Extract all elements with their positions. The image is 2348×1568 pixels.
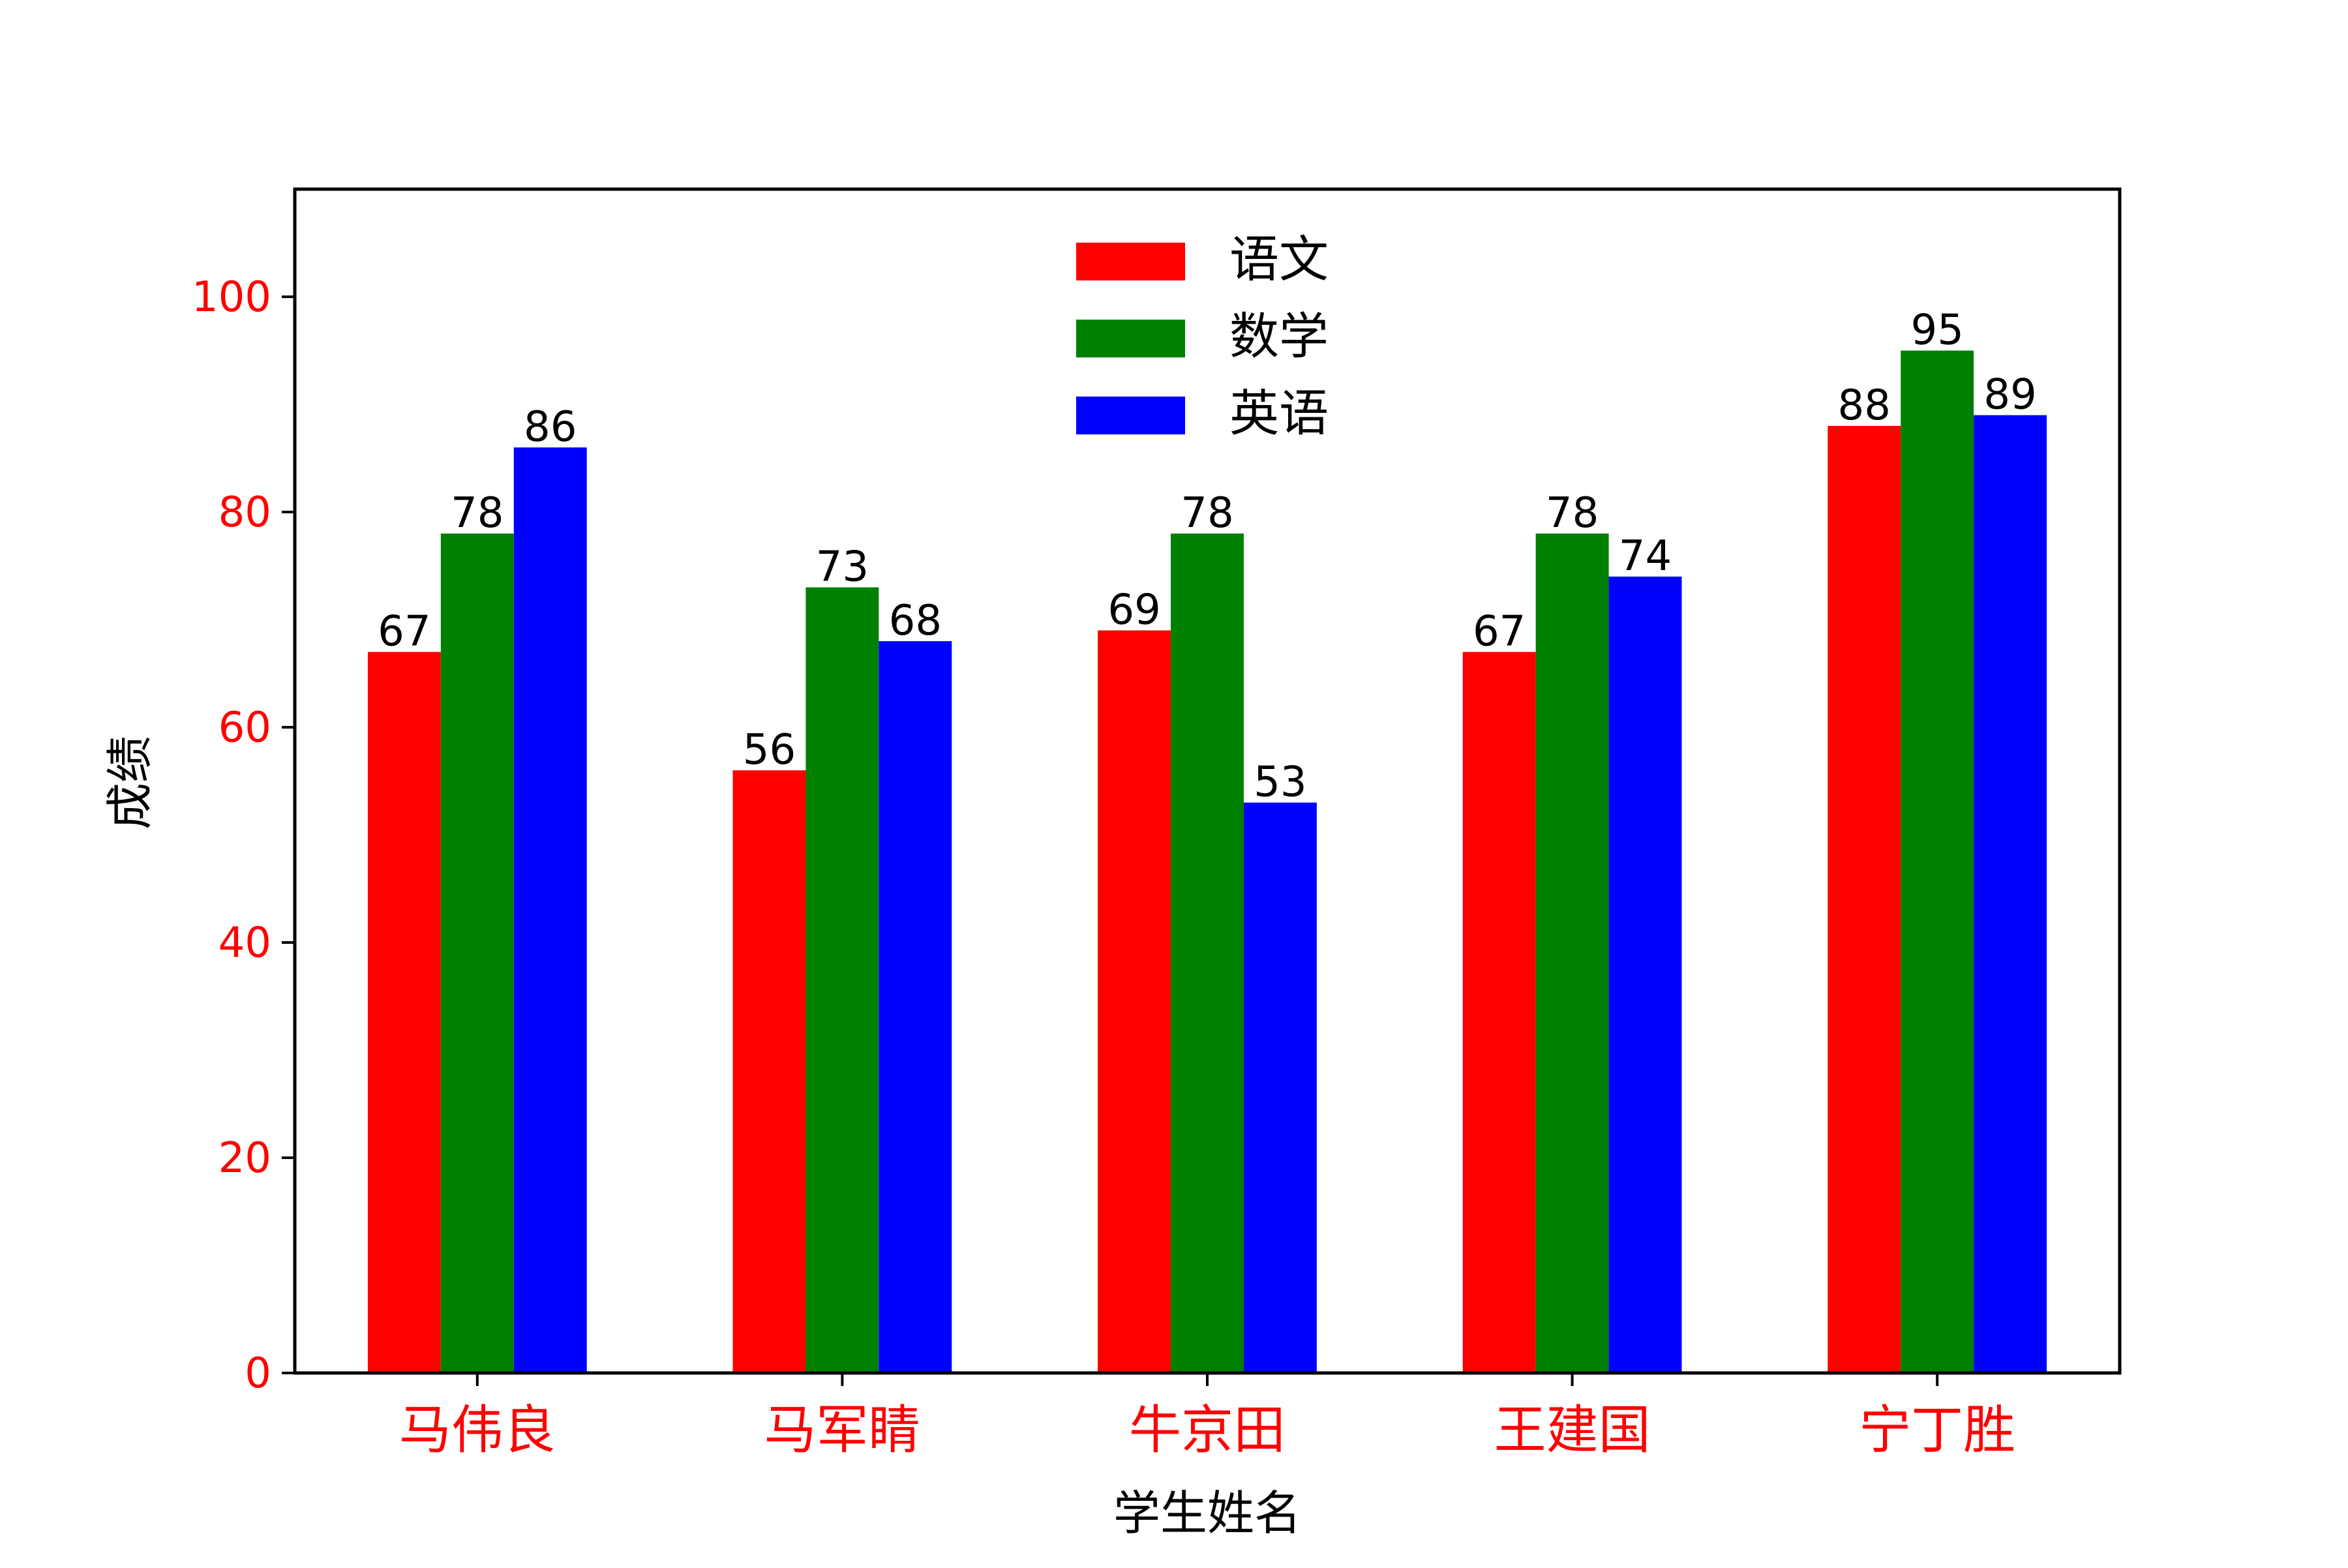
bar-5-2: [1901, 350, 1974, 1373]
data-label: 67: [1473, 608, 1526, 656]
legend-label: 数学: [1229, 307, 1329, 365]
y-tick-label: 60: [218, 704, 271, 752]
x-tick-label: 马伟良: [399, 1400, 556, 1460]
y-tick-label: 0: [245, 1349, 271, 1398]
data-label: 89: [1983, 371, 2036, 419]
y-tick-label: 100: [192, 273, 271, 322]
data-label: 53: [1254, 759, 1306, 807]
data-labels-layer: 67 78 86 56 73 68 69 78 53 67 78 74 88 95 89: [378, 307, 2037, 807]
legend-swatch: [1076, 397, 1185, 434]
data-label: 67: [378, 608, 430, 656]
data-label: 74: [1619, 532, 1672, 580]
data-label: 78: [451, 489, 504, 537]
bar-1-3: [513, 447, 587, 1373]
bar-5-3: [1974, 415, 2047, 1373]
bar-1-2: [440, 534, 514, 1373]
x-tick-label: 宁丁胜: [1859, 1400, 2015, 1460]
axes-layer: 0 20 40 60 80 100 马伟良 马军睛 牛京田 王建国 宁丁胜: [192, 187, 2122, 1460]
x-axis-title: 学生姓名: [1113, 1486, 1301, 1541]
data-label: 88: [1838, 382, 1891, 430]
bar-3-3: [1243, 802, 1317, 1373]
bar-2-1: [732, 770, 806, 1373]
data-label: 78: [1546, 489, 1599, 537]
bars-layer: [367, 350, 2047, 1373]
data-label: 73: [816, 543, 869, 592]
bar-3-2: [1171, 534, 1244, 1373]
x-tick-label: 王建国: [1494, 1400, 1651, 1460]
y-axis-title: 成绩: [102, 736, 157, 830]
data-label: 95: [1910, 307, 1963, 355]
y-tick-label: 80: [218, 489, 271, 537]
bar-4-3: [1608, 577, 1682, 1373]
bar-5-1: [1828, 426, 1901, 1373]
bar-4-2: [1535, 534, 1609, 1373]
legend-label: 英语: [1229, 384, 1329, 442]
y-tick-label: 20: [218, 1134, 271, 1183]
bar-2-3: [879, 641, 952, 1373]
data-label: 86: [524, 403, 577, 451]
y-tick-label: 40: [218, 919, 271, 967]
legend-swatch: [1076, 243, 1185, 280]
bar-4-1: [1462, 652, 1536, 1373]
data-label: 56: [743, 726, 796, 774]
x-tick-label: 马军睛: [764, 1400, 920, 1460]
x-tick-label: 牛京田: [1129, 1400, 1286, 1460]
data-label: 68: [889, 597, 942, 645]
bar-1-1: [367, 652, 441, 1373]
bar-3-1: [1098, 630, 1171, 1373]
data-label: 69: [1107, 586, 1160, 635]
bar-2-2: [805, 587, 879, 1373]
legend-label: 语文: [1229, 230, 1329, 288]
data-label: 78: [1181, 489, 1233, 537]
legend-swatch: [1076, 320, 1185, 357]
